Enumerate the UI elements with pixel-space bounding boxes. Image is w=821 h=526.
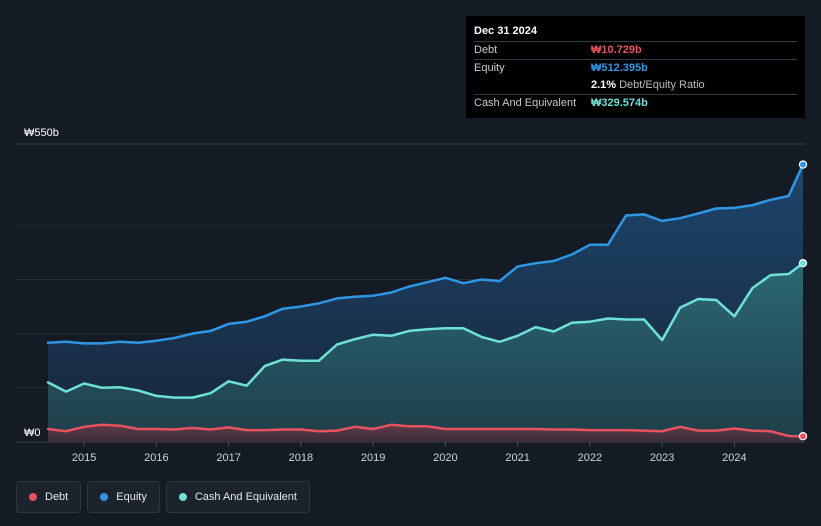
tooltip-ratio-row: 2.1% Debt/Equity Ratio xyxy=(474,77,797,94)
legend: Debt Equity Cash And Equivalent xyxy=(16,481,310,513)
x-tick-label: 2018 xyxy=(289,452,313,464)
x-tick-label: 2020 xyxy=(433,452,457,464)
tooltip-equity-label: Equity xyxy=(474,62,505,74)
tooltip-equity-row: Equity ₩512.395b xyxy=(474,59,797,77)
tooltip-date: Dec 31 2024 xyxy=(474,25,537,37)
debt-end-marker xyxy=(798,432,808,441)
tooltip-cash-label: Cash And Equivalent xyxy=(474,97,577,109)
legend-item-cash[interactable]: Cash And Equivalent xyxy=(165,481,310,513)
tooltip-debt-label: Debt xyxy=(474,44,498,56)
y-axis-top-label: ₩550b xyxy=(24,127,59,139)
legend-debt-label: Debt xyxy=(45,491,69,503)
cash-area xyxy=(48,263,803,442)
debt-line xyxy=(46,423,805,438)
equity-dot-icon xyxy=(100,493,109,501)
legend-item-debt[interactable]: Debt xyxy=(16,481,82,513)
tooltip-cash-value: ₩329.574b xyxy=(591,97,648,109)
cash-line xyxy=(46,261,805,399)
equity-line xyxy=(46,163,805,345)
tooltip-panel: Dec 31 2024 Debt ₩10.729b Equity ₩512.39… xyxy=(466,16,805,118)
debt-dot-icon xyxy=(29,493,37,501)
legend-item-equity[interactable]: Equity xyxy=(87,481,160,513)
x-tick-label: 2023 xyxy=(650,452,674,464)
x-tick-label: 2019 xyxy=(361,452,385,464)
x-tick-label: 2015 xyxy=(72,452,96,464)
tooltip-debt-row: Debt ₩10.729b xyxy=(474,41,797,59)
cash-end-marker xyxy=(798,259,808,268)
x-tick-label: 2024 xyxy=(722,452,746,464)
tooltip-debt-value: ₩10.729b xyxy=(591,44,642,56)
cash-dot-icon xyxy=(178,493,187,501)
tooltip-equity-value: ₩512.395b xyxy=(591,62,648,74)
y-axis-bottom-label: ₩0 xyxy=(24,427,41,439)
tooltip-cash-row: Cash And Equivalent ₩329.574b xyxy=(474,94,797,112)
tooltip-ratio-label: Debt/Equity Ratio xyxy=(619,79,705,91)
legend-cash-label: Cash And Equivalent xyxy=(194,491,297,503)
tooltip-ratio-value: 2.1% xyxy=(591,79,617,91)
legend-equity-label: Equity xyxy=(116,491,147,503)
equity-end-marker xyxy=(798,160,808,169)
x-tick-label: 2021 xyxy=(505,452,529,464)
x-tick-label: 2022 xyxy=(578,452,602,464)
x-tick-label: 2016 xyxy=(144,452,168,464)
x-tick-label: 2017 xyxy=(216,452,240,464)
